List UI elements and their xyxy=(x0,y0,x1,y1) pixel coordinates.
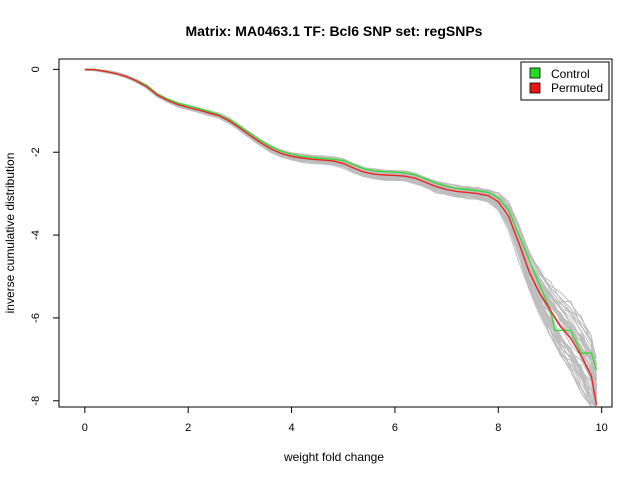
x-tick-label: 4 xyxy=(289,422,295,434)
x-tick-label: 2 xyxy=(185,422,191,434)
chart-title: Matrix: MA0463.1 TF: Bcl6 SNP set: regSN… xyxy=(186,23,483,39)
plot-area-border xyxy=(58,58,613,408)
permutation-line xyxy=(84,69,597,408)
y-tick-label: -2 xyxy=(30,147,42,157)
permutation-line xyxy=(84,68,597,377)
series-lines xyxy=(84,68,598,406)
legend-swatch-control xyxy=(529,67,541,79)
permutation-line xyxy=(84,68,597,380)
permutation-line xyxy=(84,68,597,371)
legend-swatch-permuted xyxy=(529,82,541,94)
permutation-line xyxy=(84,68,597,376)
legend-label-permuted: Permuted xyxy=(551,81,603,95)
permutation-line xyxy=(84,68,597,397)
permutation-line xyxy=(84,68,597,359)
x-tick-label: 8 xyxy=(495,422,501,434)
legend-label-control: Control xyxy=(551,67,590,81)
y-tick-label: 0 xyxy=(30,66,42,72)
permutation-line xyxy=(84,68,597,366)
x-tick-label: 6 xyxy=(392,422,398,434)
permutation-line xyxy=(84,68,597,381)
x-tick-label: 0 xyxy=(82,422,88,434)
y-axis: 0 -2 -4 -6 -8 xyxy=(30,66,60,406)
series-line-permuted xyxy=(84,68,598,406)
series-line-control xyxy=(84,68,598,370)
x-axis: 0 2 4 6 8 10 xyxy=(82,406,608,434)
y-axis-label: inverse cumulative distribution xyxy=(3,153,17,314)
x-axis-label: weight fold change xyxy=(283,450,384,464)
y-tick-label: -8 xyxy=(30,396,42,406)
permutation-line xyxy=(84,69,597,408)
permutation-line xyxy=(84,68,597,380)
legend: Control Permuted xyxy=(520,61,610,101)
x-tick-label: 10 xyxy=(596,422,608,434)
y-tick-label: -4 xyxy=(30,230,42,240)
y-tick-label: -6 xyxy=(30,313,42,323)
permutation-line xyxy=(84,68,597,397)
